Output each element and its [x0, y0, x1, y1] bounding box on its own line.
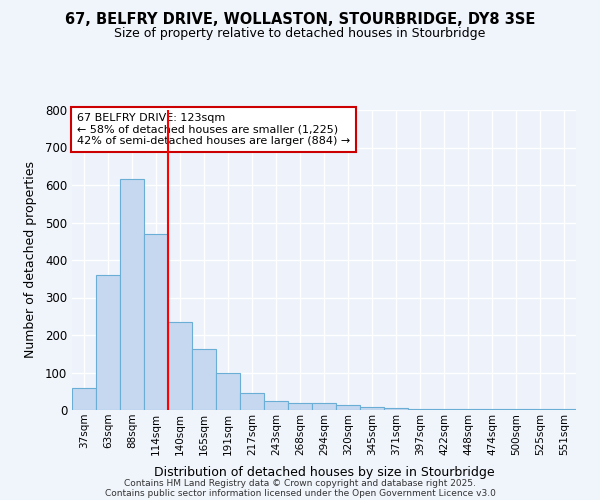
Bar [432, 409, 456, 410]
Bar [312, 403, 336, 410]
Bar [288, 403, 312, 410]
Bar [192, 349, 216, 410]
Text: 67 BELFRY DRIVE: 123sqm
← 58% of detached houses are smaller (1,225)
42% of semi: 67 BELFRY DRIVE: 123sqm ← 58% of detache… [77, 113, 350, 146]
Bar [360, 407, 384, 410]
Bar [456, 409, 480, 410]
Bar [72, 388, 96, 410]
Text: Contains HM Land Registry data © Crown copyright and database right 2025.: Contains HM Land Registry data © Crown c… [124, 478, 476, 488]
Y-axis label: Number of detached properties: Number of detached properties [23, 162, 37, 358]
Bar [408, 409, 432, 410]
Bar [96, 275, 120, 410]
Bar [528, 409, 552, 410]
Bar [264, 400, 288, 410]
Bar [216, 373, 240, 410]
Bar [480, 409, 504, 410]
Text: Size of property relative to detached houses in Stourbridge: Size of property relative to detached ho… [115, 28, 485, 40]
Bar [144, 234, 168, 410]
Bar [168, 322, 192, 410]
Bar [336, 405, 360, 410]
Text: 67, BELFRY DRIVE, WOLLASTON, STOURBRIDGE, DY8 3SE: 67, BELFRY DRIVE, WOLLASTON, STOURBRIDGE… [65, 12, 535, 28]
Text: Contains public sector information licensed under the Open Government Licence v3: Contains public sector information licen… [104, 488, 496, 498]
Bar [240, 393, 264, 410]
Bar [552, 408, 576, 410]
Bar [504, 409, 528, 410]
X-axis label: Distribution of detached houses by size in Stourbridge: Distribution of detached houses by size … [154, 466, 494, 479]
Bar [384, 408, 408, 410]
Bar [120, 180, 144, 410]
